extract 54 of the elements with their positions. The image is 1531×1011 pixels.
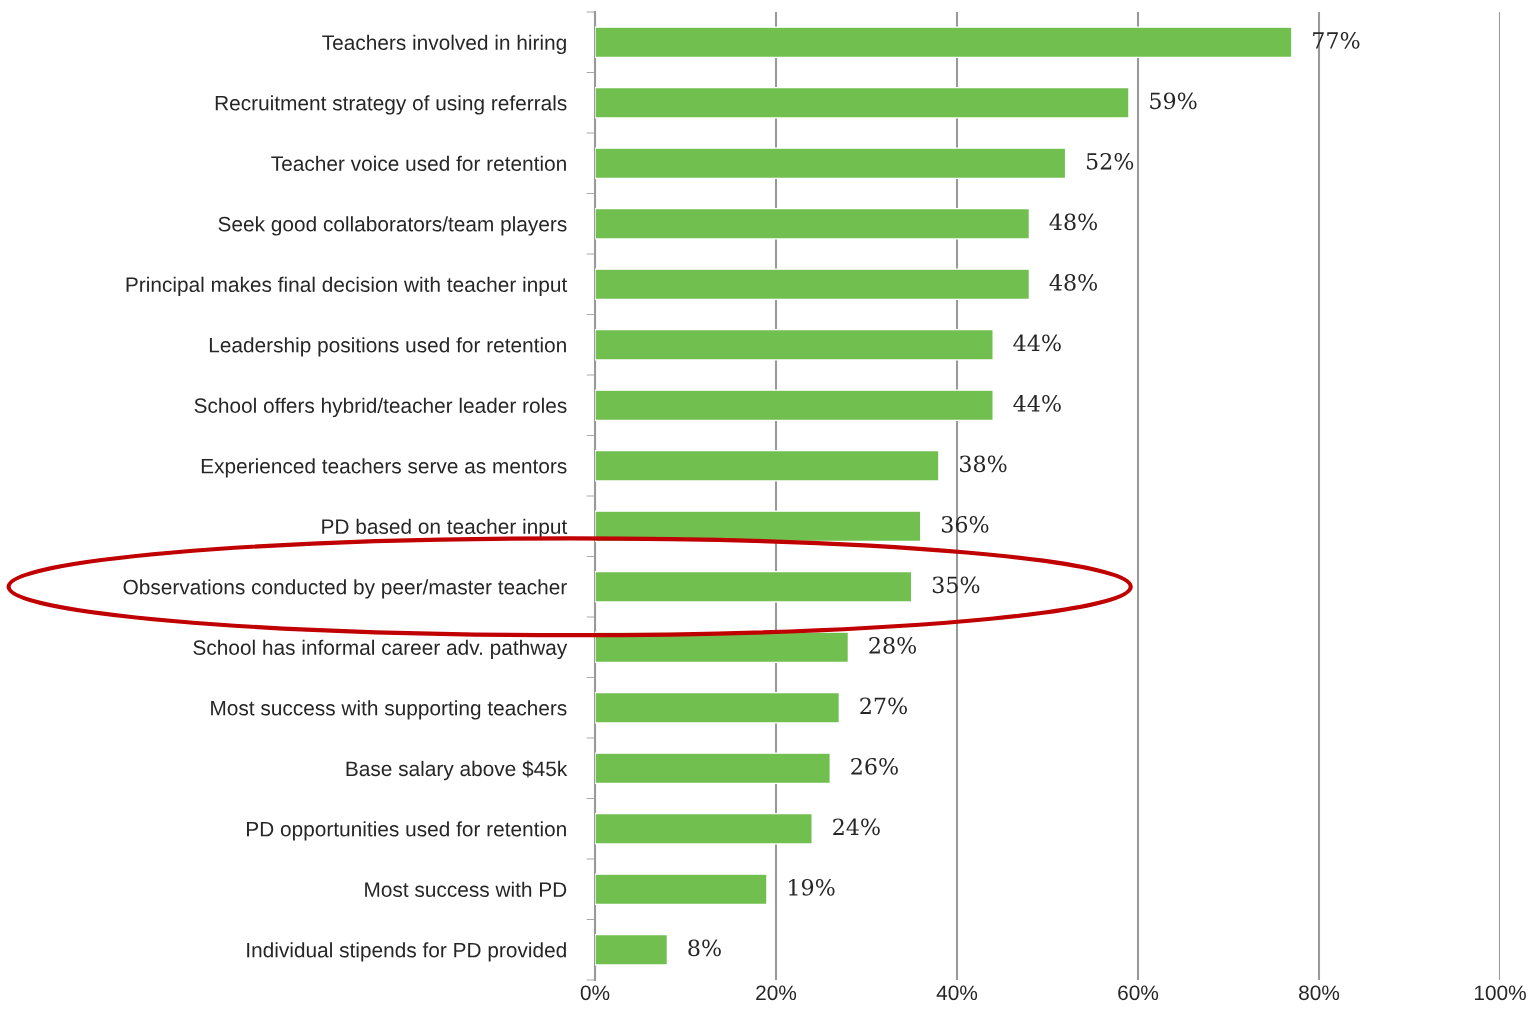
y-tick-label: Recruitment strategy of using referrals (215, 95, 567, 115)
bar (595, 449, 940, 482)
x-tick-label: 40% (936, 985, 978, 1001)
data-label: 26% (851, 757, 898, 775)
y-tick-label: PD based on teacher input (322, 518, 568, 539)
data-label: 52% (1086, 152, 1134, 170)
data-label: 44% (1013, 394, 1061, 412)
y-tick-label: Teacher voice used for retention (271, 155, 566, 171)
data-label: 27% (860, 697, 907, 715)
data-label: 59% (1150, 92, 1197, 110)
y-tick-label: Most success with PD (365, 881, 567, 897)
bar (595, 268, 1031, 301)
x-tick-label: 0% (580, 985, 610, 1001)
bar (595, 812, 813, 845)
bar (595, 26, 1293, 59)
x-tick-label: 80% (1299, 985, 1340, 1001)
data-label: 38% (960, 455, 1007, 473)
bar (595, 691, 841, 724)
y-tick-label: School offers hybrid/teacher leader roles (194, 397, 567, 418)
bar (595, 328, 994, 361)
bar (595, 631, 850, 664)
y-tick-label: Individual stipends for PD provided (247, 942, 566, 962)
data-label: 48% (1049, 273, 1098, 291)
y-tick-label: Principal makes final decision with teacher input (126, 276, 568, 297)
bar (595, 570, 913, 603)
y-tick-label: PD opportunities used for retention (247, 821, 566, 841)
bar (595, 389, 994, 422)
x-tick-label: 100% (1474, 985, 1526, 1001)
y-tick-label: School has informal career adv. pathway (193, 639, 568, 660)
bar (595, 510, 922, 543)
y-tick-label: Base salary above $45k (346, 760, 568, 781)
data-label: 28% (869, 636, 917, 654)
y-tick-label: Experienced teachers serve as mentors (201, 458, 567, 478)
data-label: 19% (789, 878, 835, 896)
bar (595, 207, 1031, 240)
bar (595, 933, 669, 966)
bar (595, 873, 768, 906)
data-label: 77% (1313, 31, 1360, 49)
bar (595, 86, 1130, 119)
y-tick-label: Teachers involved in hiring (322, 34, 566, 55)
data-label: 24% (833, 818, 880, 836)
data-label: 8% (688, 939, 721, 957)
data-label: 48% (1049, 213, 1098, 231)
y-tick-label: Observations conducted by peer/master teacher (123, 579, 567, 599)
bar (595, 147, 1067, 180)
y-tick-label: Most success with supporting teachers (211, 700, 567, 720)
x-tick-label: 60% (1118, 985, 1159, 1001)
data-label: 44% (1013, 334, 1061, 352)
data-label: 36% (941, 515, 989, 533)
data-label: 35% (932, 576, 980, 594)
y-tick-label: Leadership positions used for retention (209, 337, 566, 357)
x-tick-label: 20% (756, 985, 797, 1001)
y-tick-label: Seek good collaborators/team players (218, 216, 567, 236)
bar (595, 752, 831, 785)
